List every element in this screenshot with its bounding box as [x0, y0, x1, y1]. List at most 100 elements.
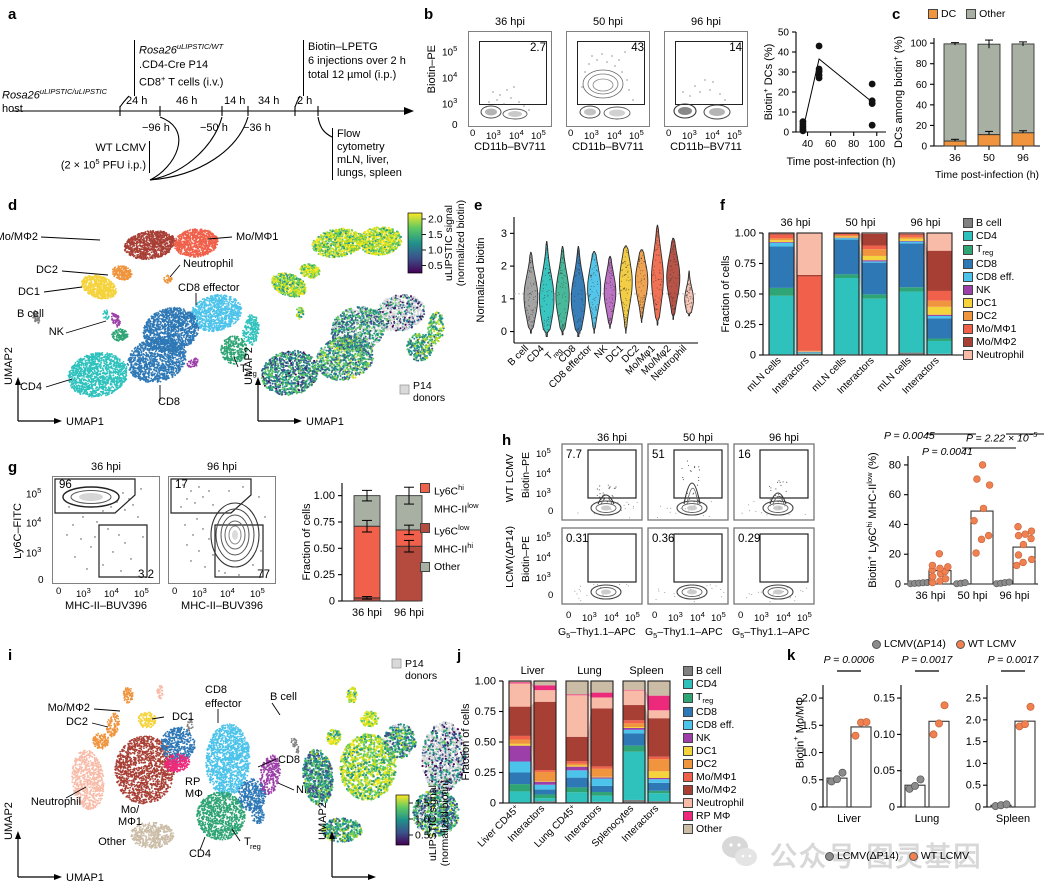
svg-text:0: 0 [783, 128, 789, 139]
panel-g: g Ly6C–FITC 105 104 103 0 36 hpi 96 3.2 [0, 435, 500, 650]
legend-label: Ly6Chi MHC-IIlow [434, 481, 479, 516]
svg-text:40: 40 [802, 139, 814, 150]
panel-h-ytick-b1: 104 [536, 550, 551, 564]
legend-item: DC1 [963, 297, 1024, 309]
panel-a-interval-0: 24 h [126, 95, 147, 107]
legend-swatch [963, 231, 973, 241]
svg-text:36: 36 [949, 152, 961, 164]
panel-i-label: i [8, 647, 12, 664]
panel-g-ytick-1: 104 [26, 515, 41, 529]
flow-plot-g-96hpi: 96 hpi 17 77 [168, 461, 284, 612]
legend-item: NK [683, 732, 744, 744]
legend-swatch [963, 311, 973, 322]
svg-text:DCs among biotin+ (%): DCs among biotin+ (%) [891, 36, 905, 148]
legend-label: B cell [696, 665, 722, 677]
legend-swatch-other [966, 9, 977, 19]
svg-text:30: 30 [778, 68, 790, 79]
panel-b-ytick-2: 103 [442, 96, 457, 110]
panel-a-interval-2: 14 h [224, 95, 245, 107]
panel-h-ytick-t0: 105 [536, 446, 551, 460]
flow-title: 36 hpi [52, 461, 160, 473]
legend-swatch [963, 245, 973, 256]
legend-swatch [683, 666, 693, 676]
panel-f: f 0 0.25 0.50 0.75 1.00 mLN cells Interactors m… [715, 195, 1051, 435]
gate-upper-value: 17 [175, 479, 188, 491]
legend-swatch [683, 746, 693, 757]
legend-label: Neutrophil [976, 349, 1024, 361]
panel-c-label: c [892, 6, 900, 23]
legend-label: DC2 [976, 310, 997, 322]
panel-a-box2: Biotin–LPETG 6 injections over 2 h total 1… [303, 40, 427, 96]
panel-j-label: j [457, 647, 461, 664]
panel-b: b Biotin–PE 105 104 103 0 36 hpi 2.7 [420, 0, 896, 200]
panel-h-ytick-b3: 0 [548, 590, 553, 601]
panel-g-label: g [8, 459, 17, 476]
flow-title: 96 hpi [664, 16, 748, 28]
legend-item: CD8 [963, 258, 1024, 270]
legend-item: CD8 [683, 706, 744, 718]
legend-dot-dp14 [825, 851, 834, 861]
legend-swatch-ly6clow [420, 523, 430, 533]
svg-text:10: 10 [778, 108, 790, 119]
panel-h-label: h [502, 432, 511, 449]
panel-h-ytick-t1: 104 [536, 466, 551, 480]
flow-title: 36 hpi [468, 16, 552, 28]
gate-lower-value: 3.2 [138, 569, 154, 581]
svg-text:Time post-infection (h): Time post-infection (h) [786, 156, 895, 168]
legend-swatch-other [420, 562, 430, 572]
panel-h-col-title-0: 36 hpi [572, 432, 652, 444]
svg-text:20: 20 [778, 88, 790, 99]
panel-b-scatter: 0 10 20 30 40 50 40 60 80 100 Biotin+ DCs (%) Time … [760, 14, 896, 174]
flow-xlabel: CD11b–BV711 [464, 141, 556, 153]
panel-h-ytick-b2: 103 [536, 570, 551, 584]
legend-item: RP MΦ [683, 810, 744, 822]
panel-h-ylabel-top: Biotin–PE [520, 452, 532, 512]
legend-label: CD8 [976, 258, 997, 270]
legend-item: Neutrophil [683, 797, 744, 809]
panel-g-ytick-3: 0 [38, 575, 44, 586]
flow-plot-g-36hpi: 36 hpi 96 3.2 [52, 461, 168, 612]
legend-item: Mo/MΦ1 [683, 771, 744, 783]
svg-text:100: 100 [868, 139, 885, 150]
flow-plot-36hpi: 36 hpi 2.7 0 103 104 105 CD [468, 16, 556, 153]
legend-swatch-ly6chi [420, 483, 430, 493]
pvalue-3: P = 0.0041 [922, 446, 973, 458]
legend-item: Other [683, 823, 744, 835]
gate-lower-value: 77 [257, 569, 270, 581]
legend-swatch [683, 733, 693, 744]
flow-title: 50 hpi [566, 16, 650, 28]
legend-label: Mo/MΦ2 [976, 336, 1016, 348]
panel-h: h 36 hpi 50 hpi 96 hpi WT LCMV LCMV(ΔP14… [500, 430, 1051, 655]
panel-a-box1: Rosa26uLIPSTIC/WT .CD4-Cre P14 CD8+ T cell… [134, 40, 266, 96]
svg-text:40: 40 [778, 48, 790, 59]
legend-label: NK [696, 732, 711, 744]
panel-a-timepoint-1: −50 h [200, 122, 228, 134]
svg-text:Time post-infection (h): Time post-infection (h) [935, 169, 1039, 181]
legend-item: CD8 eff. [683, 719, 744, 731]
panel-g-ytick-2: 103 [26, 545, 41, 559]
svg-text:100: 100 [910, 39, 927, 50]
gate-upper-value: 96 [59, 479, 72, 491]
legend-dot-dp14 [872, 639, 881, 649]
panel-k-ylabel: Biotin+ Mo/MΦ [791, 697, 807, 807]
panel-a-label: a [8, 6, 16, 23]
legend-swatch [963, 337, 973, 348]
legend-item: Mo/MΦ2 [683, 784, 744, 796]
panel-h-ytick-t2: 103 [536, 486, 551, 500]
legend-swatch [963, 218, 973, 228]
legend-label: NK [976, 284, 991, 296]
panel-a-readout: Flow cytometry mLN, liver, lungs, spleen [332, 128, 420, 180]
legend-label: Other [696, 823, 722, 835]
panel-a-interval-3: 34 h [258, 95, 279, 107]
legend-label: DC [941, 8, 956, 20]
svg-text:80: 80 [916, 59, 928, 70]
legend-item: DC1 [683, 745, 744, 757]
panel-h-ylabel-bot: Biotin–PE [520, 536, 532, 596]
svg-text:60: 60 [825, 139, 837, 150]
panel-h-xlabel-1: G5–Thy1.1–APC [645, 626, 723, 640]
svg-text:96: 96 [1017, 152, 1029, 164]
panel-b-ylabel: Biotin–PE [426, 45, 438, 115]
panel-g-ytick-0: 105 [26, 486, 41, 500]
panel-b-label: b [424, 6, 433, 23]
gate-value: 14 [729, 42, 742, 54]
